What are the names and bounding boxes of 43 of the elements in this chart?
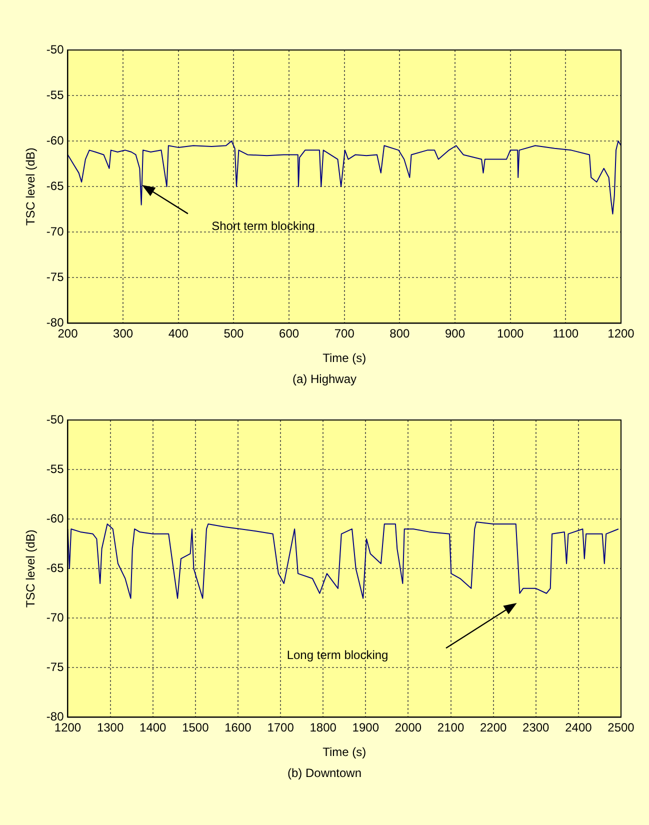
x-tick-label: 800 — [390, 326, 410, 341]
y-tick-label: -65 — [46, 560, 64, 575]
y-tick-label: -70 — [46, 610, 64, 624]
annotation: Long term blocking — [286, 648, 388, 662]
y-axis-title: TSC level (dB) — [24, 530, 38, 608]
x-tick-label: 2400 — [565, 720, 592, 735]
y-tick-label: -70 — [46, 224, 64, 238]
x-tick-label: 2200 — [480, 720, 507, 735]
y-tick-label: -50 — [46, 412, 64, 426]
y-tick-label: -75 — [46, 270, 64, 284]
x-tick-label: 2300 — [522, 720, 550, 735]
y-tick-label: -50 — [46, 42, 64, 56]
x-tick-label: 1400 — [140, 720, 167, 735]
y-axis-title: TSC level (dB) — [24, 148, 38, 226]
x-tick-label: 1600 — [224, 720, 252, 735]
y-tick-label: -55 — [46, 88, 64, 102]
text: (a) Highway — [291, 372, 358, 386]
y-tick-label: -75 — [46, 660, 64, 674]
y-tick-label: -55 — [46, 462, 64, 476]
x-axis-title: Time (s) — [322, 745, 366, 760]
x-tick-label: 1900 — [352, 720, 380, 735]
x-tick-label: 2000 — [394, 720, 422, 735]
x-tick-label: 1500 — [182, 720, 210, 735]
y-tick-label: -65 — [46, 178, 64, 193]
y-tick-label: -60 — [46, 133, 64, 148]
x-tick-label: 2500 — [608, 720, 635, 735]
x-tick-label: 400 — [168, 326, 189, 341]
x-tick-label: 600 — [279, 326, 300, 341]
x-tick-label: 1700 — [267, 720, 294, 735]
annotation: Short term blocking — [212, 219, 315, 234]
x-tick-label: 500 — [224, 326, 244, 341]
x-tick-label: 2100 — [437, 720, 464, 735]
x-tick-label: 900 — [445, 326, 466, 341]
text: (b) Downtown — [286, 766, 363, 780]
x-tick-label: 700 — [334, 326, 355, 341]
y-tick-label: -60 — [46, 511, 64, 526]
x-tick-label: 300 — [113, 326, 134, 341]
x-axis-title: Time (s) — [322, 351, 366, 366]
x-tick-label: 1800 — [310, 720, 337, 735]
x-tick-label: 1200 — [608, 326, 635, 341]
x-tick-label: 1300 — [96, 720, 124, 735]
x-tick-label: 1000 — [496, 326, 524, 341]
x-tick-label: 1100 — [552, 326, 579, 341]
